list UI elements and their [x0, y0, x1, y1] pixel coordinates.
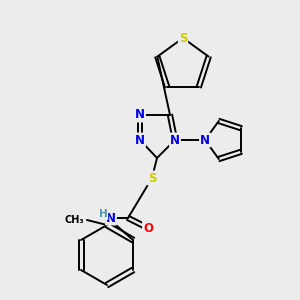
Text: N: N	[200, 134, 210, 146]
Text: H: H	[99, 209, 107, 219]
Text: O: O	[143, 221, 153, 235]
Text: N: N	[135, 109, 145, 122]
Text: N: N	[135, 134, 145, 146]
Text: S: S	[179, 32, 187, 44]
Text: S: S	[148, 172, 156, 184]
Text: N: N	[106, 212, 116, 224]
Text: N: N	[170, 134, 180, 146]
Text: CH₃: CH₃	[64, 215, 84, 225]
